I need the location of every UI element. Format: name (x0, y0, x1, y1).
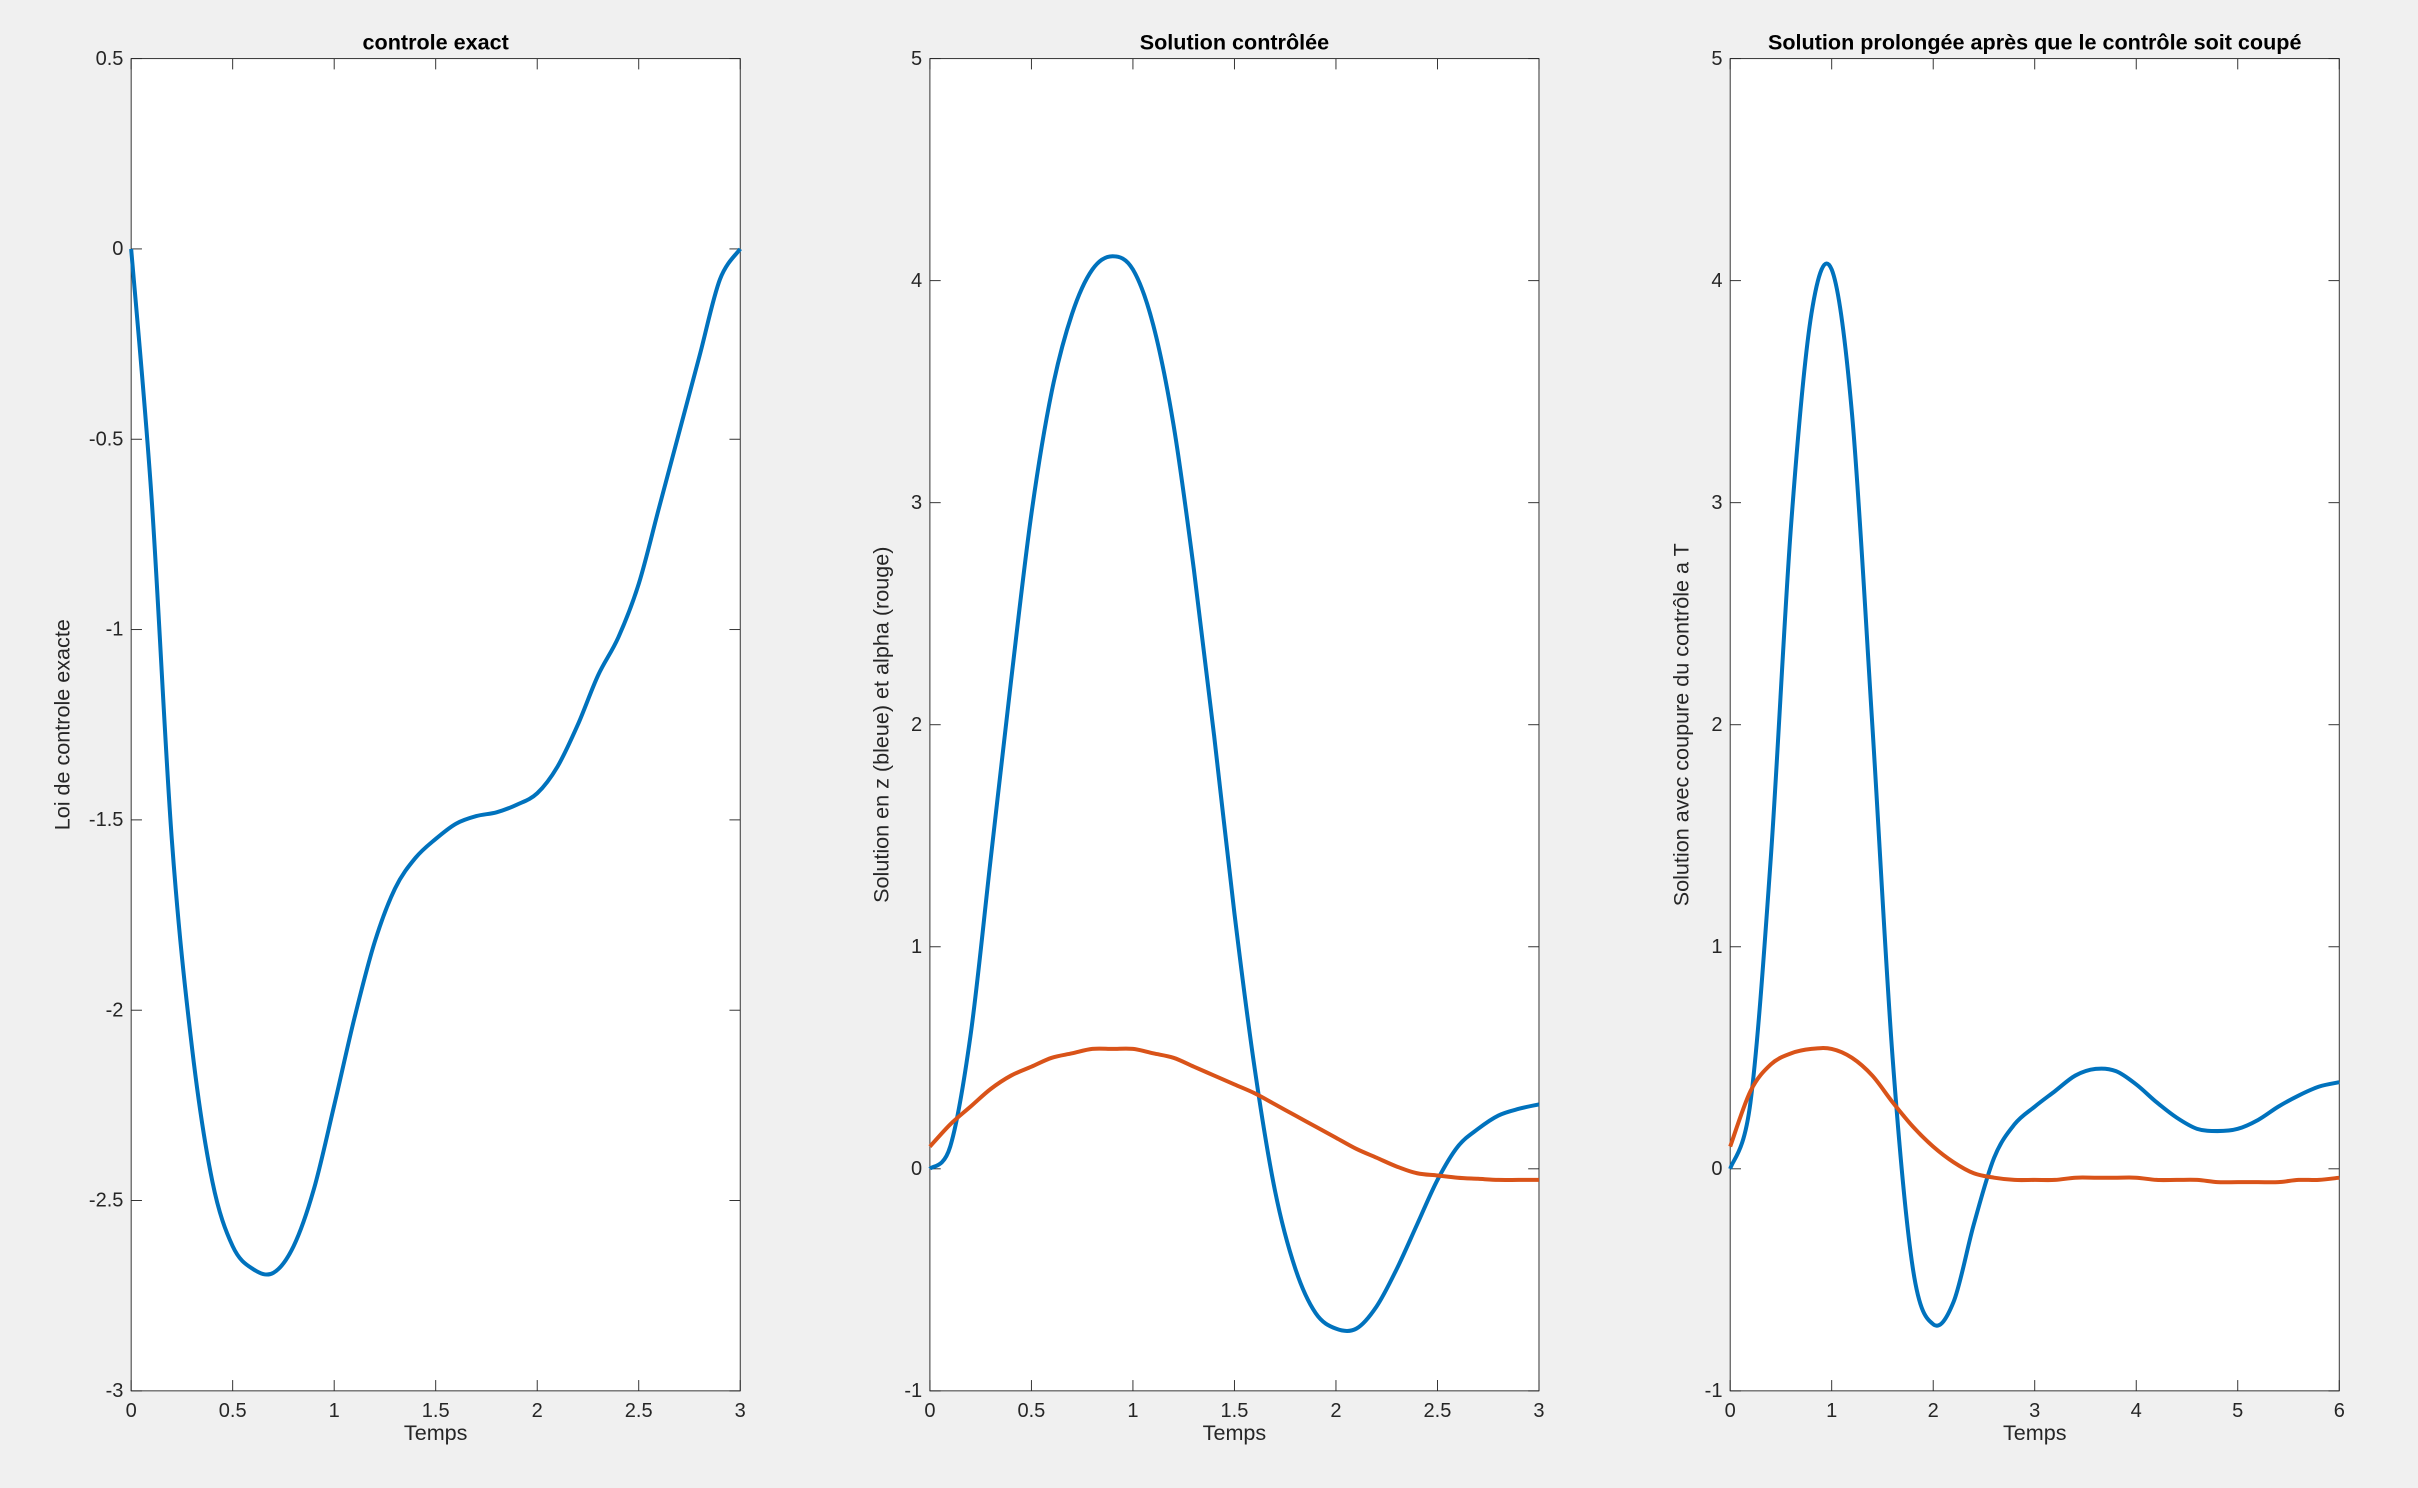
y-tick-label: 3 (911, 492, 922, 514)
y-axis-label: Loi de controle exacte (49, 619, 74, 830)
y-tick-label: -1.5 (89, 809, 124, 831)
y-tick-label: 1 (1711, 936, 1722, 958)
x-axis-label: Temps (2003, 1420, 2067, 1445)
x-tick-label: 1.5 (422, 1400, 450, 1422)
data-line (928, 1046, 1539, 1183)
chart-title: Solution contrôlée (1140, 29, 1329, 54)
y-tick-label: -2 (106, 999, 124, 1021)
plot-area (1729, 58, 2340, 1392)
x-tick-label: 0.5 (219, 1400, 247, 1422)
chart-title: controle exact (363, 29, 509, 54)
x-tick-label: 1 (1826, 1400, 1837, 1422)
y-tick-label: -0.5 (89, 428, 124, 450)
data-line (1728, 1046, 2340, 1185)
y-tick-label: -1 (106, 619, 124, 641)
x-tick-label: 2 (532, 1400, 543, 1422)
x-tick-label: 2 (1330, 1400, 1341, 1422)
y-tick-label: 2 (911, 714, 922, 736)
y-tick-label: 0.5 (96, 48, 124, 70)
x-tick-label: 1.5 (1221, 1400, 1249, 1422)
x-tick-label: 0 (126, 1400, 137, 1422)
plot-area (929, 58, 1540, 1392)
y-tick-label: -2.5 (89, 1190, 124, 1212)
data-line (129, 247, 742, 1277)
x-tick-label: 1 (1127, 1400, 1138, 1422)
x-tick-label: 6 (2334, 1400, 2345, 1422)
y-tick-label: 0 (911, 1158, 922, 1180)
x-tick-label: 5 (2232, 1400, 2243, 1422)
x-axis-label: Temps (1203, 1420, 1267, 1445)
y-tick-label: -1 (904, 1380, 922, 1402)
x-tick-label: 2.5 (625, 1400, 653, 1422)
y-tick-label: 5 (1711, 48, 1722, 70)
x-tick-label: 3 (2029, 1400, 2040, 1422)
y-tick-label: 4 (911, 270, 922, 292)
chart-title: Solution prolongée après que le contrôle… (1768, 29, 2302, 54)
x-axis-label: Temps (404, 1420, 468, 1445)
y-tick-label: -1 (1705, 1380, 1723, 1402)
x-tick-label: 0 (924, 1400, 935, 1422)
x-tick-label: 2.5 (1424, 1400, 1452, 1422)
y-tick-label: 4 (1711, 270, 1722, 292)
y-axis-label: Solution en z (bleue) et alpha (rouge) (868, 547, 893, 903)
y-tick-label: 1 (911, 936, 922, 958)
y-tick-label: 0 (1711, 1158, 1722, 1180)
x-tick-label: 0.5 (1017, 1400, 1045, 1422)
data-line (928, 254, 1540, 1334)
y-tick-label: 5 (911, 48, 922, 70)
x-tick-label: 0 (1725, 1400, 1736, 1422)
y-tick-label: 2 (1711, 714, 1722, 736)
y-tick-label: 3 (1711, 492, 1722, 514)
x-tick-label: 3 (1533, 1400, 1544, 1422)
y-axis-label: Solution avec coupure du contrôle a T (1669, 543, 1694, 906)
x-tick-label: 3 (735, 1400, 746, 1422)
x-tick-label: 4 (2131, 1400, 2142, 1422)
y-tick-label: 0 (112, 238, 123, 260)
y-tick-label: -3 (106, 1380, 124, 1402)
x-tick-label: 2 (1928, 1400, 1939, 1422)
plot-area (130, 58, 741, 1392)
data-line (1728, 261, 2340, 1328)
x-tick-label: 1 (329, 1400, 340, 1422)
